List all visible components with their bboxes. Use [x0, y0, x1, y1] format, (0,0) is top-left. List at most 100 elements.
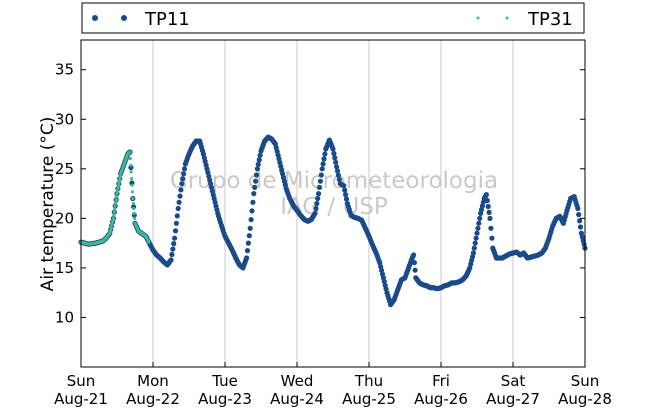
data-point-tp11 — [470, 250, 476, 256]
data-point-tp31 — [132, 206, 136, 211]
data-point-tp11 — [181, 171, 187, 177]
data-point-tp31 — [133, 216, 137, 220]
data-points — [78, 134, 588, 308]
data-point-tp11 — [253, 178, 259, 184]
data-point-tp31 — [130, 190, 134, 194]
data-point-tp11 — [343, 196, 350, 202]
data-point-tp31 — [114, 198, 118, 202]
data-point-tp11 — [486, 209, 492, 215]
data-point-tp11 — [412, 267, 418, 273]
legend-label-tp11: TP11 — [144, 9, 190, 30]
gridlines — [152, 40, 514, 367]
legend-marker-tp11-b — [121, 15, 127, 21]
legend-marker-tp31-a — [476, 16, 480, 20]
y-tick-label: 25 — [55, 160, 74, 178]
data-point-tp11 — [172, 228, 179, 234]
data-point-tp31 — [131, 196, 135, 201]
data-point-tp11 — [341, 183, 347, 189]
data-point-tp11 — [577, 224, 584, 230]
data-point-tp11 — [473, 235, 479, 241]
data-point-tp11 — [333, 159, 339, 165]
data-point-tp11 — [179, 181, 185, 187]
data-point-tp31 — [129, 163, 133, 167]
data-point-tp11 — [173, 220, 179, 226]
data-point-tp11 — [575, 205, 581, 212]
data-point-tp31 — [129, 170, 133, 174]
data-point-tp11 — [251, 191, 257, 197]
data-point-tp11 — [181, 166, 188, 172]
data-point-tp31 — [116, 184, 120, 188]
data-point-tp31 — [116, 187, 120, 191]
data-point-tp31 — [118, 177, 122, 181]
data-point-tp11 — [313, 205, 319, 212]
data-point-tp11 — [319, 166, 325, 172]
data-point-tp31 — [115, 189, 119, 193]
data-point-tp31 — [128, 150, 132, 154]
x-tick-label-date: Aug-23 — [198, 390, 252, 408]
data-point-tp11 — [475, 225, 481, 231]
data-point-tp31 — [130, 177, 134, 181]
legend-box — [81, 2, 585, 34]
x-tick-label-weekday: Sun — [67, 372, 96, 390]
data-point-tp31 — [114, 201, 118, 205]
data-point-tp31 — [132, 211, 136, 215]
data-point-tp11 — [331, 150, 337, 157]
data-point-tp11 — [256, 157, 262, 163]
x-tick-label-date: Aug-25 — [342, 390, 396, 408]
data-point-tp11 — [254, 166, 260, 172]
data-point-tp11 — [487, 215, 493, 221]
y-tick-label: 20 — [55, 209, 74, 227]
plot-frame — [80, 39, 586, 368]
data-point-tp31 — [118, 174, 122, 178]
x-tick-label-date: Aug-21 — [54, 390, 108, 408]
data-point-tp31 — [114, 195, 119, 199]
x-tick-label-date: Aug-26 — [414, 390, 468, 408]
data-point-tp11 — [246, 233, 252, 239]
x-tick-label-weekday: Thu — [354, 372, 383, 390]
data-point-tp11 — [477, 215, 483, 221]
data-point-tp11 — [318, 172, 324, 178]
x-tick-label-weekday: Mon — [137, 372, 169, 390]
x-tick-label-date: Aug-27 — [486, 390, 540, 408]
data-point-tp11 — [332, 155, 338, 161]
x-tick-label-date: Aug-28 — [558, 390, 612, 408]
data-point-tp11 — [248, 217, 254, 223]
data-point-tp11 — [334, 168, 341, 174]
data-point-tp11 — [174, 213, 180, 219]
data-point-tp11 — [180, 176, 186, 182]
data-point-tp11 — [483, 192, 489, 198]
data-point-tp31 — [128, 157, 132, 161]
data-point-tp11 — [171, 241, 177, 247]
data-point-tp11 — [330, 146, 336, 152]
y-axis-label: Air temperature (°C) — [38, 117, 58, 292]
data-point-tp11 — [343, 192, 349, 198]
data-point-tp31 — [117, 179, 121, 183]
data-point-tp11 — [472, 240, 478, 246]
data-point-tp11 — [172, 235, 178, 241]
data-point-tp11 — [411, 252, 417, 258]
data-point-tp31 — [130, 183, 134, 187]
legend-marker-tp31-b — [505, 16, 509, 20]
data-point-tp11 — [485, 203, 491, 210]
data-point-tp31 — [115, 192, 119, 196]
data-point-tp11 — [488, 225, 494, 231]
x-tick-label-weekday: Tue — [211, 372, 238, 390]
data-point-tp11 — [316, 184, 323, 190]
data-point-tp11 — [577, 218, 583, 224]
y-tick-label: 10 — [55, 308, 74, 326]
y-tick-label: 30 — [55, 110, 74, 128]
data-point-tp11 — [317, 178, 323, 184]
data-point-tp11 — [244, 255, 250, 261]
axis-ticks: SunAug-21MonAug-22TueAug-23WedAug-24ThuA… — [54, 61, 612, 408]
legend-label-tp31: TP31 — [527, 9, 573, 30]
data-point-tp11 — [411, 260, 417, 266]
data-point-tp11 — [471, 245, 477, 251]
data-point-tp31 — [147, 240, 151, 244]
data-point-tp11 — [253, 172, 260, 178]
data-point-tp11 — [178, 187, 184, 193]
data-point-tp11 — [247, 225, 253, 231]
data-point-tp11 — [484, 197, 490, 204]
data-point-tp11 — [474, 230, 480, 236]
x-tick-label-weekday: Sat — [501, 372, 526, 390]
